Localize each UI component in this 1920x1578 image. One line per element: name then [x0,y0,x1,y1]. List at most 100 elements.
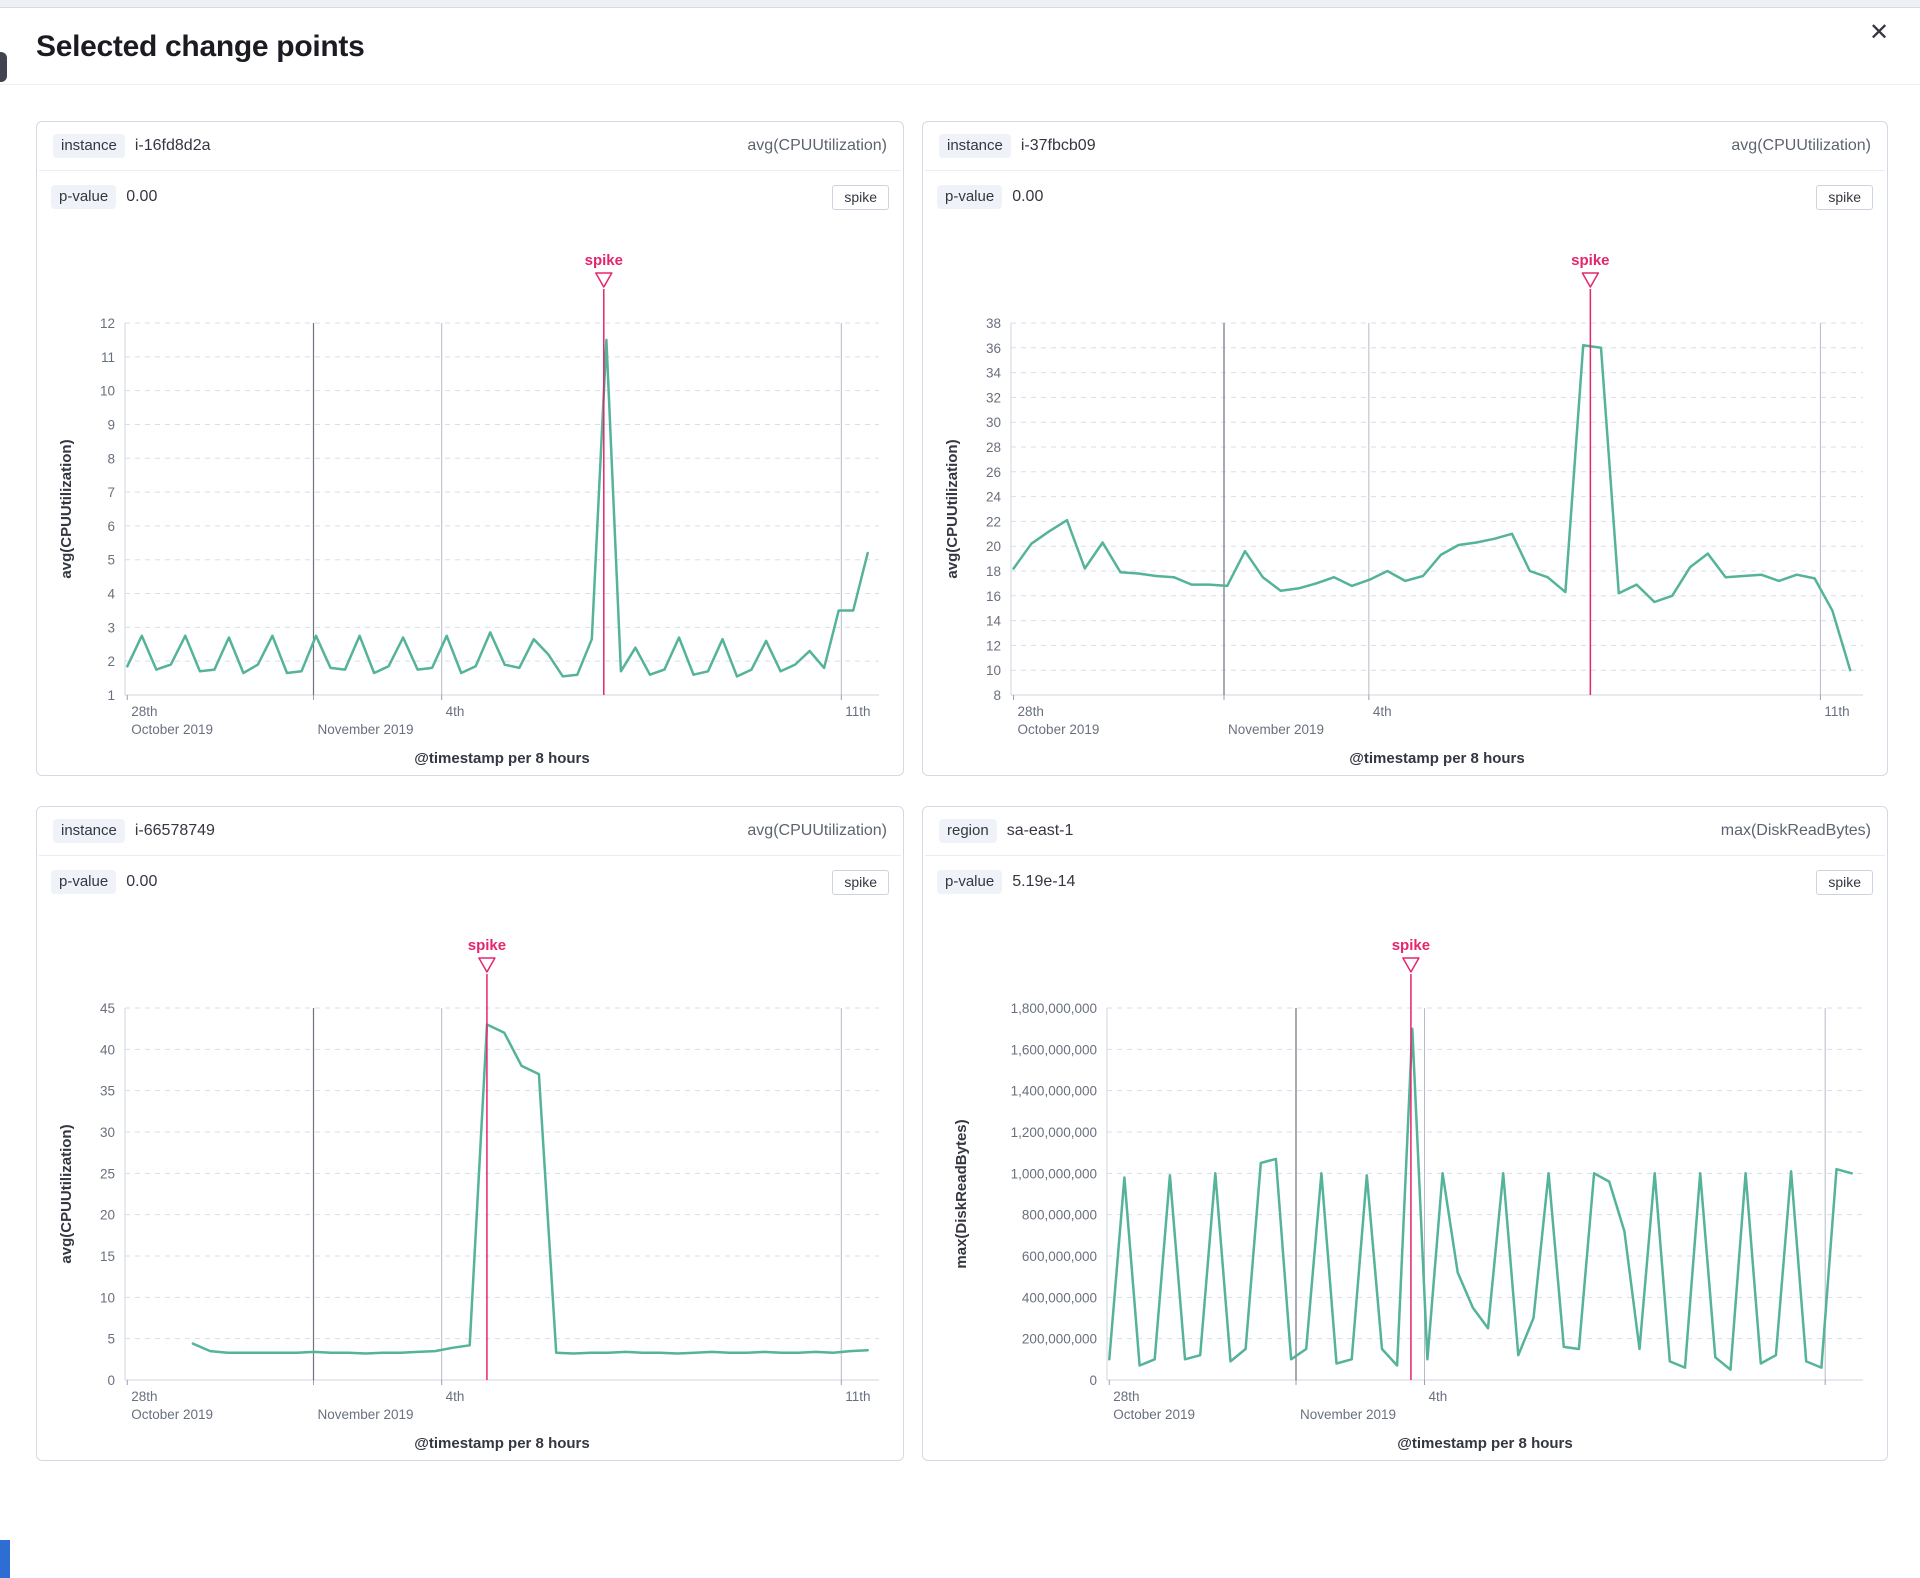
svg-text:5: 5 [107,553,115,568]
svg-text:9: 9 [107,417,115,432]
panel-header: instance i-66578749 avg(CPUUtilization) [39,807,901,856]
svg-text:7: 7 [107,485,115,500]
svg-text:400,000,000: 400,000,000 [1022,1290,1097,1305]
p-value: 0.00 [1012,188,1044,205]
change-point-chart: 0 5 10 15 20 25 30 35 40 45 28th October 2019 Novemb… [37,908,903,1460]
background-page-strip [0,0,1920,8]
change-point-chart: 1 2 3 4 5 6 7 8 9 10 11 12 28th October 2019 November … [37,223,903,775]
svg-text:30: 30 [986,415,1001,430]
svg-text:4th: 4th [446,1389,465,1404]
svg-text:20: 20 [100,1208,115,1223]
split-field-badge: instance [939,134,1011,158]
svg-text:5: 5 [107,1332,115,1347]
svg-text:11th: 11th [845,704,870,719]
svg-text:14: 14 [986,614,1002,629]
svg-text:40: 40 [100,1042,115,1057]
p-value-badge: p-value [937,185,1003,209]
svg-text:32: 32 [986,390,1001,405]
svg-text:25: 25 [100,1166,115,1181]
svg-text:0: 0 [1089,1373,1097,1388]
svg-text:12: 12 [986,638,1001,653]
svg-text:November 2019: November 2019 [1300,1407,1396,1422]
svg-text:15: 15 [100,1249,115,1264]
svg-text:10: 10 [100,1290,115,1305]
svg-text:11th: 11th [845,1389,870,1404]
p-value: 0.00 [126,188,158,205]
svg-text:22: 22 [986,514,1001,529]
svg-text:26: 26 [986,465,1001,480]
svg-text:600,000,000: 600,000,000 [1022,1249,1097,1264]
panel-meta: p-value 0.00 spike [37,856,903,908]
svg-text:1,400,000,000: 1,400,000,000 [1011,1084,1097,1099]
panel-header: region sa-east-1 max(DiskReadBytes) [925,807,1885,856]
svg-text:8: 8 [993,688,1001,703]
svg-text:4th: 4th [446,704,465,719]
svg-text:12: 12 [100,316,115,331]
svg-text:spike: spike [1571,252,1609,269]
change-type-badge: spike [1816,869,1873,895]
svg-text:1,200,000,000: 1,200,000,000 [1011,1125,1097,1140]
svg-text:max(DiskReadBytes): max(DiskReadBytes) [953,1119,970,1268]
svg-text:@timestamp per 8 hours: @timestamp per 8 hours [1349,750,1525,767]
svg-text:@timestamp per 8 hours: @timestamp per 8 hours [414,1435,590,1452]
svg-text:October 2019: October 2019 [1113,1407,1195,1422]
change-point-panel-3: instance i-66578749 avg(CPUUtilization) … [36,806,904,1461]
svg-text:11: 11 [101,350,115,365]
svg-text:spike: spike [585,252,623,269]
svg-text:8: 8 [107,451,115,466]
svg-text:10: 10 [100,384,115,399]
panel-meta: p-value 0.00 spike [37,171,903,223]
split-field-badge: instance [53,134,125,158]
p-value: 0.00 [126,873,158,890]
p-value-badge: p-value [51,185,117,209]
svg-text:1: 1 [107,688,115,703]
panel-meta: p-value 0.00 spike [923,171,1887,223]
svg-text:28: 28 [986,440,1001,455]
panel-meta: p-value 5.19e-14 spike [923,856,1887,908]
svg-text:4: 4 [107,587,115,602]
svg-text:4th: 4th [1429,1389,1448,1404]
svg-text:November 2019: November 2019 [318,1407,414,1422]
svg-text:1,600,000,000: 1,600,000,000 [1011,1042,1097,1057]
split-field-value: sa-east-1 [1006,822,1074,839]
split-field-value: i-16fd8d2a [134,137,211,154]
svg-text:@timestamp per 8 hours: @timestamp per 8 hours [1397,1435,1573,1452]
svg-text:October 2019: October 2019 [131,722,213,737]
svg-text:45: 45 [100,1001,115,1016]
split-field-value: i-37fbcb09 [1020,137,1096,154]
svg-text:18: 18 [986,564,1001,579]
split-field-value: i-66578749 [134,822,215,839]
change-point-chart: 0 200,000,000 400,000,000 600,000,000 800,00… [923,908,1887,1460]
panel-header: instance i-37fbcb09 avg(CPUUtilization) [925,122,1885,171]
svg-text:November 2019: November 2019 [318,722,414,737]
p-value-badge: p-value [51,870,117,894]
svg-text:28th: 28th [131,704,157,719]
svg-text:11th: 11th [1824,704,1849,719]
change-type-badge: spike [832,184,889,210]
change-point-panel-1: instance i-16fd8d2a avg(CPUUtilization) … [36,121,904,776]
svg-text:6: 6 [107,519,115,534]
svg-text:800,000,000: 800,000,000 [1022,1208,1097,1223]
split-field-badge: region [939,819,997,843]
modal-title: Selected change points [36,30,365,63]
change-point-panel-4: region sa-east-1 max(DiskReadBytes) p-va… [922,806,1888,1461]
svg-text:@timestamp per 8 hours: @timestamp per 8 hours [414,750,590,767]
svg-text:October 2019: October 2019 [1018,722,1100,737]
p-value: 5.19e-14 [1012,873,1076,890]
change-type-badge: spike [832,869,889,895]
svg-text:spike: spike [468,937,506,954]
svg-text:200,000,000: 200,000,000 [1022,1332,1097,1347]
svg-text:28th: 28th [1018,704,1044,719]
svg-text:October 2019: October 2019 [131,1407,213,1422]
svg-text:16: 16 [986,589,1001,604]
svg-text:3: 3 [107,620,115,635]
metric-label: avg(CPUUtilization) [747,137,887,154]
svg-text:34: 34 [986,366,1002,381]
panel-header: instance i-16fd8d2a avg(CPUUtilization) [39,122,901,171]
split-field-badge: instance [53,819,125,843]
metric-label: avg(CPUUtilization) [747,822,887,839]
close-icon[interactable]: ✕ [1862,16,1896,50]
change-point-chart: 8 10 12 14 16 18 20 22 24 26 28 30 32 34 36 38 28th Octob… [923,223,1887,775]
background-page-fragment-bottom [0,1540,10,1578]
svg-text:28th: 28th [131,1389,157,1404]
